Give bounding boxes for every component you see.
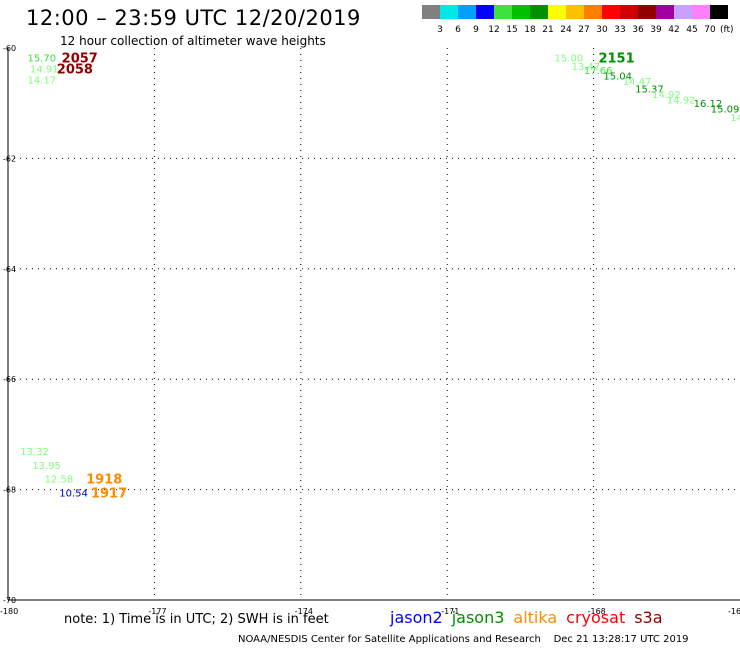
map-title: 12:00 – 23:59 UTC 12/20/2019 bbox=[26, 6, 361, 30]
scale-swatch bbox=[530, 5, 548, 19]
scale-label: 70 bbox=[704, 25, 716, 35]
pass-time-label: 2058 bbox=[57, 62, 93, 77]
scale-swatch bbox=[494, 5, 512, 19]
longitude-label: -171 bbox=[441, 607, 459, 616]
scale-swatch bbox=[548, 5, 566, 19]
wave-height-value: 17.66 bbox=[584, 66, 613, 77]
wave-height-value: 13.95 bbox=[32, 461, 61, 472]
longitude-label: -168 bbox=[588, 607, 606, 616]
scale-label: 36 bbox=[632, 25, 644, 35]
scale-swatch bbox=[422, 5, 440, 19]
scale-swatch bbox=[584, 5, 602, 19]
wave-height-value: 13.32 bbox=[20, 447, 49, 458]
wave-height-value: 15.04 bbox=[603, 72, 632, 83]
wave-height-value: 14.91 bbox=[30, 64, 59, 75]
scale-swatch bbox=[656, 5, 674, 19]
latitude-label: -62 bbox=[3, 154, 16, 163]
legend-altika: altika bbox=[513, 608, 558, 627]
scale-label: 39 bbox=[650, 25, 662, 35]
scale-swatch bbox=[674, 5, 692, 19]
longitude-label: -16 bbox=[728, 607, 740, 616]
pass-time-label: 2151 bbox=[598, 51, 634, 66]
wave-height-value: 14.17 bbox=[28, 75, 57, 86]
latitude-label: -68 bbox=[3, 486, 16, 495]
wave-height-value: 10.54 bbox=[59, 488, 88, 499]
legend-jason3: jason3 bbox=[451, 608, 505, 627]
units-note: note: 1) Time is in UTC; 2) SWH is in fe… bbox=[64, 612, 329, 627]
map-subtitle: 12 hour collection of altimeter wave hei… bbox=[60, 34, 326, 48]
scale-label: 33 bbox=[614, 25, 626, 35]
scale-swatch bbox=[620, 5, 638, 19]
wave-height-value: 15.37 bbox=[635, 84, 664, 95]
longitude-label: -180 bbox=[0, 607, 18, 616]
latitude-label: -60 bbox=[3, 44, 16, 53]
legend-cryosat: cryosat bbox=[566, 608, 626, 627]
scale-label: 12 bbox=[488, 25, 500, 35]
longitude-label: -177 bbox=[148, 607, 166, 616]
scale-swatch bbox=[512, 5, 530, 19]
pass-time-label: 1917 bbox=[91, 486, 127, 501]
wave-height-value: 14.47 bbox=[623, 77, 652, 88]
wave-height-value: 13.47 bbox=[572, 62, 601, 73]
scale-label: 42 bbox=[668, 25, 680, 35]
scale-label: 45 bbox=[686, 25, 698, 35]
latitude-label: -64 bbox=[3, 265, 16, 274]
scale-swatch bbox=[638, 5, 656, 19]
wave-height-value: 14.7 bbox=[730, 113, 740, 124]
scale-unit: (ft) bbox=[720, 25, 734, 35]
scale-label: 3 bbox=[437, 25, 443, 35]
scale-label: 6 bbox=[455, 25, 461, 35]
wave-height-value: 14.92 bbox=[667, 95, 696, 106]
legend-jason2: jason2 bbox=[390, 608, 443, 627]
latitude-label: -66 bbox=[3, 375, 16, 384]
scale-swatch bbox=[602, 5, 620, 19]
scale-swatch bbox=[476, 5, 494, 19]
satellite-legend: jason2 jason3 altika cryosat s3a bbox=[390, 608, 672, 627]
wave-height-value: 15.70 bbox=[28, 53, 57, 64]
wave-height-value: 15.09 bbox=[711, 105, 740, 116]
wave-height-value: 15.00 bbox=[555, 53, 584, 64]
scale-swatch bbox=[692, 5, 710, 19]
credit-footer: NOAA/NESDIS Center for Satellite Applica… bbox=[238, 634, 689, 645]
scale-swatch bbox=[710, 5, 728, 19]
axis-labels: -60 -62 -64 -66 -68 -70 -180 -177 -174 -171 -168 -1… bbox=[0, 44, 740, 616]
longitude-label: -174 bbox=[295, 607, 313, 616]
wave-height-value: 14.92 bbox=[652, 90, 681, 101]
scale-label: 9 bbox=[473, 25, 479, 35]
scale-label: 21 bbox=[542, 25, 554, 35]
scale-swatch bbox=[440, 5, 458, 19]
scale-swatch bbox=[566, 5, 584, 19]
scale-swatch bbox=[458, 5, 476, 19]
scale-label: 15 bbox=[506, 25, 518, 35]
scale-label: 24 bbox=[560, 25, 572, 35]
scale-label: 27 bbox=[578, 25, 590, 35]
latitude-label: -70 bbox=[3, 596, 16, 605]
scale-label: 30 bbox=[596, 25, 608, 35]
scale-label: 18 bbox=[524, 25, 536, 35]
pass-time-label: 2057 bbox=[62, 51, 98, 66]
wave-height-value: 16.12 bbox=[694, 99, 723, 110]
map-grid bbox=[7, 48, 740, 601]
pass-time-label: 1918 bbox=[86, 473, 122, 488]
legend-s3a: s3a bbox=[634, 608, 663, 627]
wave-height-value: 12.58 bbox=[45, 475, 74, 486]
